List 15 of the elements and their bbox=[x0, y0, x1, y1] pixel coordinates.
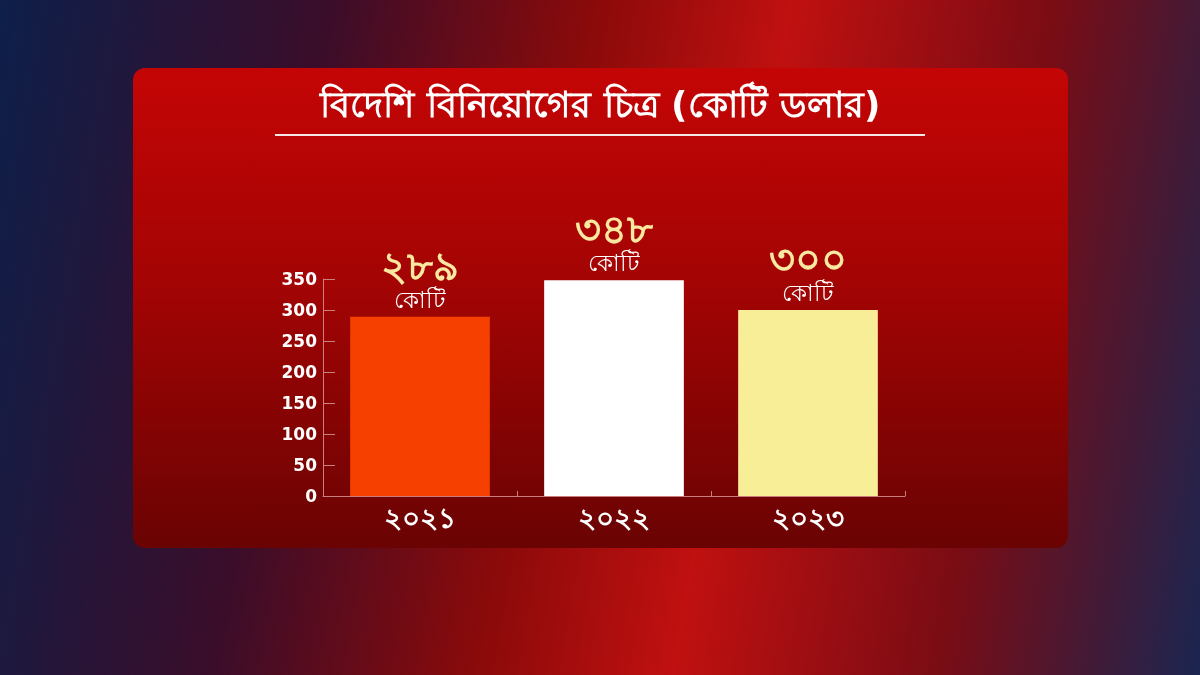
x-tick-label: ২০২৩ bbox=[772, 501, 844, 535]
data-label: ২৮৯ কোটি bbox=[381, 242, 459, 313]
y-tick-label: 50 bbox=[293, 455, 318, 475]
y-tick-label: 200 bbox=[281, 362, 318, 382]
y-tick-label: 100 bbox=[281, 424, 318, 444]
y-tick-label: 150 bbox=[281, 393, 318, 413]
y-tick-label: 350 bbox=[281, 269, 318, 289]
x-tick-label: ২০২২ bbox=[578, 501, 650, 535]
y-tick-label: 250 bbox=[281, 331, 318, 351]
y-tick-label: 300 bbox=[281, 300, 318, 320]
x-tick-label: ২০২১ bbox=[384, 501, 456, 535]
chart-title: বিদেশি বিনিয়োগের চিত্র (কোটি ডলার) bbox=[318, 80, 881, 125]
data-label: ৩৪৮ কোটি bbox=[575, 206, 654, 277]
data-label: ৩০০ কোটি bbox=[769, 236, 847, 306]
y-tick-label: 0 bbox=[305, 486, 318, 506]
